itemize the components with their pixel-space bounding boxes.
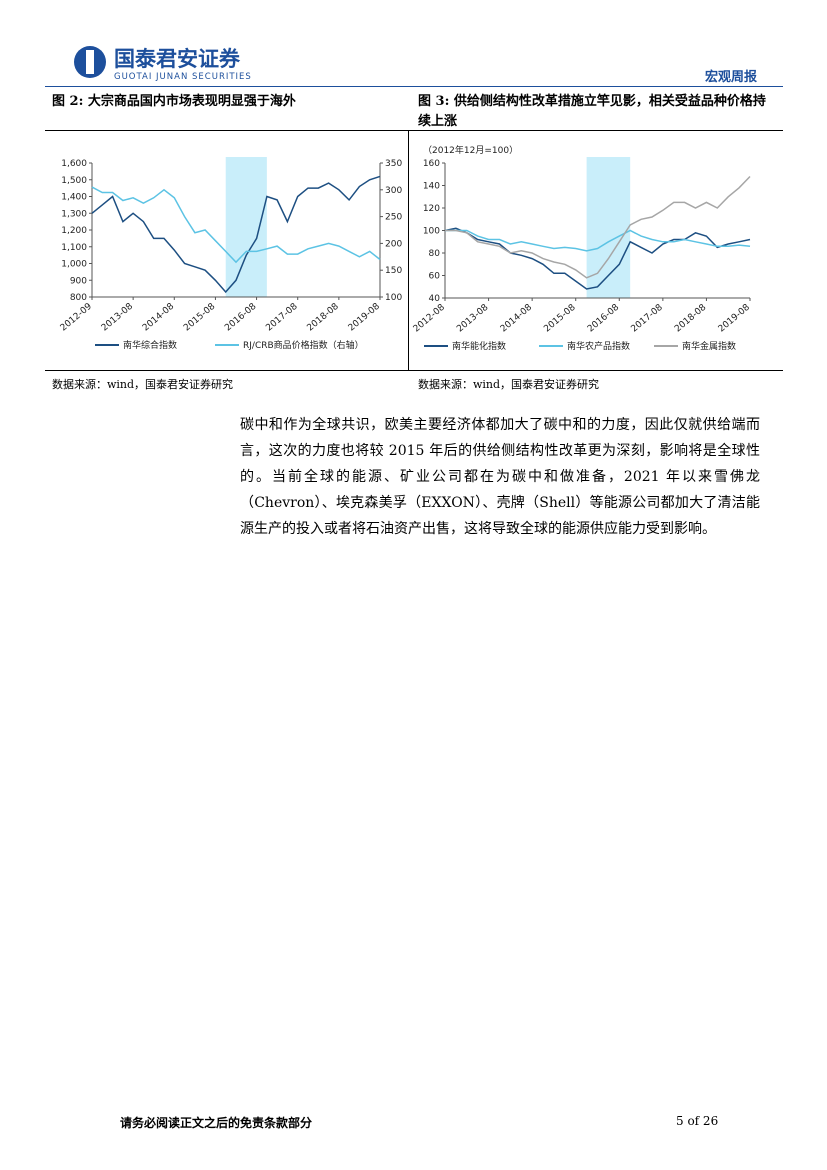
y2-tick-label: 300: [385, 186, 402, 196]
header-rule: [45, 86, 783, 87]
legend-label: 南华综合指数: [123, 339, 177, 351]
y2-tick-label: 150: [385, 266, 402, 276]
y2-tick-label: 200: [385, 239, 402, 249]
series-line: [444, 227, 751, 290]
logo-mark-inner: [86, 50, 94, 74]
x-tick-label: 2016-08: [223, 301, 258, 333]
series-line: [445, 175, 751, 279]
y-tick-label: 1,300: [61, 209, 87, 219]
y-tick-label: 1,400: [61, 193, 87, 203]
table-rule: [45, 370, 783, 371]
series-line: [91, 175, 381, 294]
y-tick-label: 100: [423, 227, 440, 237]
y-tick-label: 900: [70, 276, 87, 286]
y-tick-label: 120: [423, 204, 440, 214]
figure-caption: 图 2: 大宗商品国内市场表现明显强于海外: [52, 94, 296, 109]
figure-source: 数据来源：wind，国泰君安证券研究: [52, 378, 234, 391]
highlight-band: [586, 157, 631, 298]
series-line: [91, 186, 381, 264]
x-tick-label: 2016-08: [586, 302, 621, 334]
y2-tick-label: 350: [385, 159, 402, 169]
x-tick-label: 2013-08: [455, 302, 490, 334]
x-tick-label: 2012-08: [412, 302, 447, 334]
table-rule: [45, 130, 783, 131]
x-tick-label: 2018-08: [306, 301, 341, 333]
x-tick-label: 2014-08: [499, 302, 534, 334]
x-tick-label: 2015-08: [542, 302, 577, 334]
legend-label: 南华金属指数: [682, 340, 736, 352]
y-tick-label: 140: [423, 182, 440, 192]
body-paragraph: 碳中和作为全球共识，欧美主要经济体都加大了碳中和的力度，因此仅就供给端而言，这次…: [240, 417, 760, 537]
series-line: [445, 229, 751, 252]
x-tick-label: 2019-08: [717, 302, 752, 334]
x-tick-label: 2015-08: [182, 301, 217, 333]
chart: 800 900 1,000 1,100 1,200 1,300 1,400 1,500 1,60…: [59, 157, 402, 351]
x-tick-label: 2017-08: [264, 301, 299, 333]
y-tick-label: 800: [70, 293, 87, 303]
y-tick-label: 1,200: [61, 226, 87, 236]
y-tick-label: 40: [429, 294, 441, 304]
annotation: （2012年12月=100）: [423, 144, 518, 156]
legend-label: 南华农产品指数: [567, 340, 630, 352]
figure-source: 数据来源：wind，国泰君安证券研究: [418, 378, 600, 391]
legend-label: 南华能化指数: [452, 340, 506, 352]
legend-label: RJ/CRB商品价格指数（右轴）: [243, 339, 364, 351]
figure-caption: 图 3: 供给侧结构性改革措施立竿见影，相关受益品种价格持续上涨: [418, 94, 766, 129]
y-tick-label: 1,500: [61, 176, 87, 186]
report-type: 宏观周报: [704, 70, 757, 85]
page-number: 5 of 26: [676, 1114, 719, 1128]
y2-tick-label: 250: [385, 213, 402, 223]
y-tick-label: 1,600: [61, 159, 87, 169]
x-tick-label: 2012-09: [59, 301, 94, 333]
y-tick-label: 1,100: [61, 243, 87, 253]
y-tick-label: 1,000: [61, 260, 87, 270]
x-tick-label: 2017-08: [630, 302, 665, 334]
y-tick-label: 80: [429, 249, 441, 259]
company-name: 国泰君安证券: [114, 47, 241, 71]
disclaimer: 请务必阅读正文之后的免责条款部分: [120, 1116, 313, 1130]
highlight-band: [225, 157, 267, 297]
table-divider: [408, 130, 409, 370]
y-tick-label: 60: [429, 272, 441, 282]
company-name-en: GUOTAI JUNAN SECURITIES: [114, 72, 252, 82]
x-tick-label: 2018-08: [673, 302, 708, 334]
y-tick-label: 160: [423, 159, 440, 169]
x-tick-label: 2013-08: [100, 301, 135, 333]
y2-tick-label: 100: [385, 293, 402, 303]
logo: 国泰君安证券 GUOTAI JUNAN SECURITIES: [74, 46, 252, 82]
x-tick-label: 2019-08: [347, 301, 382, 333]
x-tick-label: 2014-08: [141, 301, 176, 333]
